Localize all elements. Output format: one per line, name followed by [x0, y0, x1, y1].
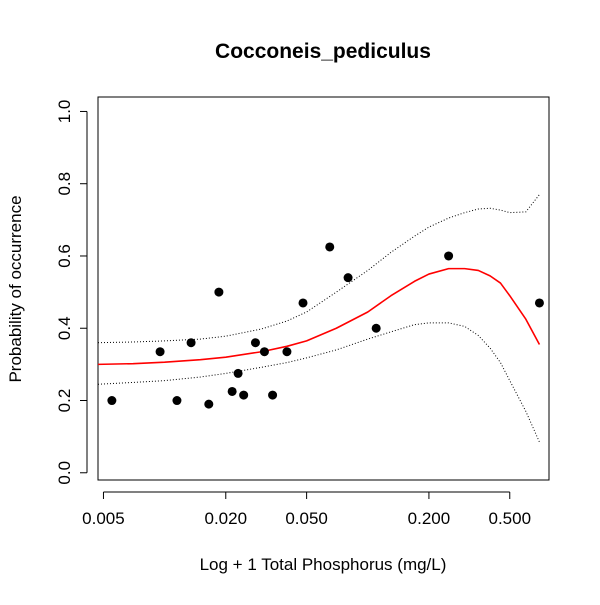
x-tick-label: 0.050	[285, 509, 328, 528]
x-tick-label: 0.500	[488, 509, 531, 528]
data-point	[282, 347, 292, 357]
data-points	[107, 242, 544, 409]
data-point	[325, 242, 335, 252]
y-tick-label: 0.2	[55, 389, 74, 413]
data-point	[298, 298, 308, 308]
x-axis-label: Log + 1 Total Phosphorus (mg/L)	[200, 555, 447, 574]
x-tick-label: 0.005	[82, 509, 125, 528]
chart-title: Cocconeis_pediculus	[215, 40, 431, 63]
y-tick-label: 1.0	[55, 100, 74, 124]
data-point	[227, 386, 237, 396]
fit-line	[97, 267, 541, 366]
data-point	[204, 399, 214, 409]
data-point	[371, 323, 381, 333]
x-tick-label: 0.020	[204, 509, 247, 528]
data-point	[233, 368, 243, 378]
data-point	[343, 273, 353, 283]
data-point	[250, 338, 260, 348]
data-point	[107, 396, 117, 406]
y-tick-label: 0.4	[55, 316, 74, 340]
fitted-curve	[97, 267, 541, 366]
data-point	[268, 390, 278, 400]
data-point	[444, 251, 454, 261]
confidence-band	[97, 194, 540, 443]
data-point	[534, 298, 544, 308]
x-tick-label: 0.200	[408, 509, 451, 528]
y-axis: 0.0 0.2 0.4 0.6 0.8 1.0	[55, 100, 88, 485]
x-axis: 0.005 0.020 0.050 0.200 0.500	[82, 491, 531, 528]
data-point	[259, 347, 269, 357]
data-point	[214, 287, 224, 297]
data-point	[186, 338, 196, 348]
lower-confidence-line	[97, 322, 540, 443]
data-point	[239, 390, 249, 400]
data-point	[172, 396, 182, 406]
y-tick-label: 0.6	[55, 244, 74, 268]
plot-frame	[97, 96, 550, 481]
y-tick-label: 0.8	[55, 172, 74, 196]
y-tick-label: 0.0	[55, 461, 74, 485]
data-point	[155, 347, 165, 357]
y-axis-label: Probability of occurrence	[6, 195, 25, 382]
